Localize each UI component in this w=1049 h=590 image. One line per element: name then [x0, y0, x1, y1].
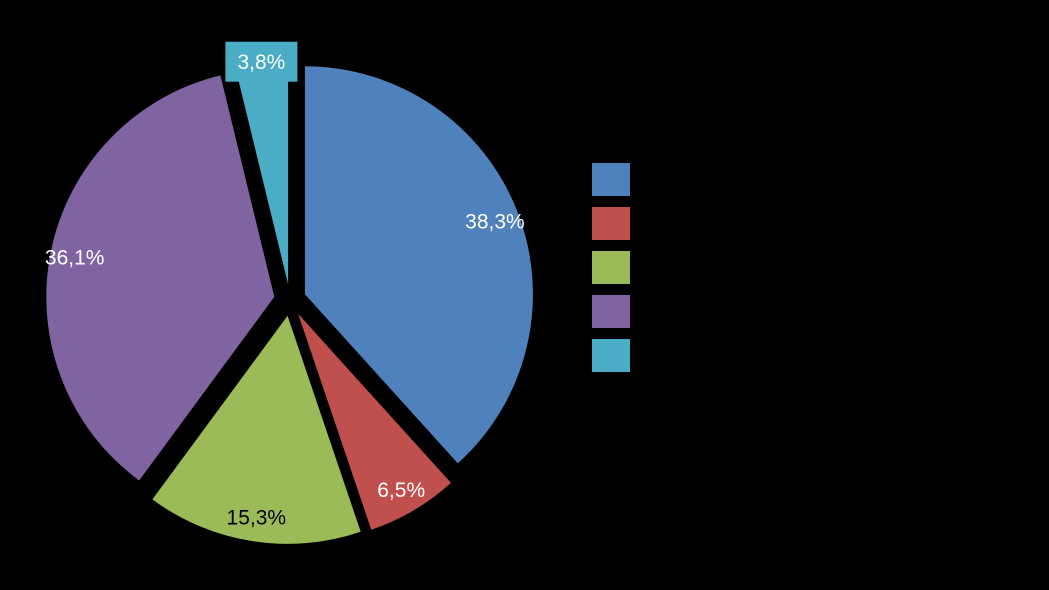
legend-swatch-3	[592, 295, 630, 328]
legend-swatch-4	[592, 339, 630, 372]
pie-slice-2	[152, 315, 361, 544]
pie-slice-4	[234, 56, 289, 285]
legend-swatch-1	[592, 207, 630, 240]
legend-swatch-2	[592, 251, 630, 284]
pie-label-box-4	[225, 41, 298, 82]
legend-swatch-0	[592, 163, 630, 196]
pie-slice-3	[46, 75, 275, 481]
pie-slice-label-0: 38,3%	[465, 211, 525, 234]
pie-slice-label-2: 15,3%	[227, 507, 287, 530]
pie-slice-label-1: 6,5%	[377, 479, 425, 502]
pie-slice-label-4: 3,8%	[237, 51, 285, 74]
pie-slice-1	[298, 313, 452, 530]
pie-slice-0	[304, 66, 533, 464]
pie-slice-label-3: 36,1%	[45, 246, 105, 269]
chart-legend	[592, 163, 630, 372]
